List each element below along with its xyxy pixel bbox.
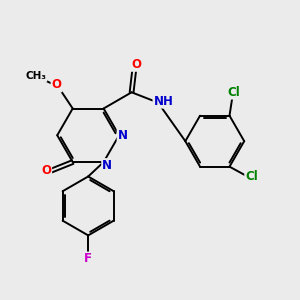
Text: Cl: Cl [245, 170, 258, 184]
Text: N: N [102, 159, 112, 172]
Text: F: F [84, 252, 92, 266]
Text: Cl: Cl [227, 85, 240, 99]
Text: O: O [52, 78, 61, 92]
Text: NH: NH [154, 94, 173, 108]
Text: O: O [131, 58, 141, 71]
Text: CH₃: CH₃ [26, 71, 46, 81]
Text: O: O [41, 164, 51, 177]
Text: N: N [118, 129, 128, 142]
